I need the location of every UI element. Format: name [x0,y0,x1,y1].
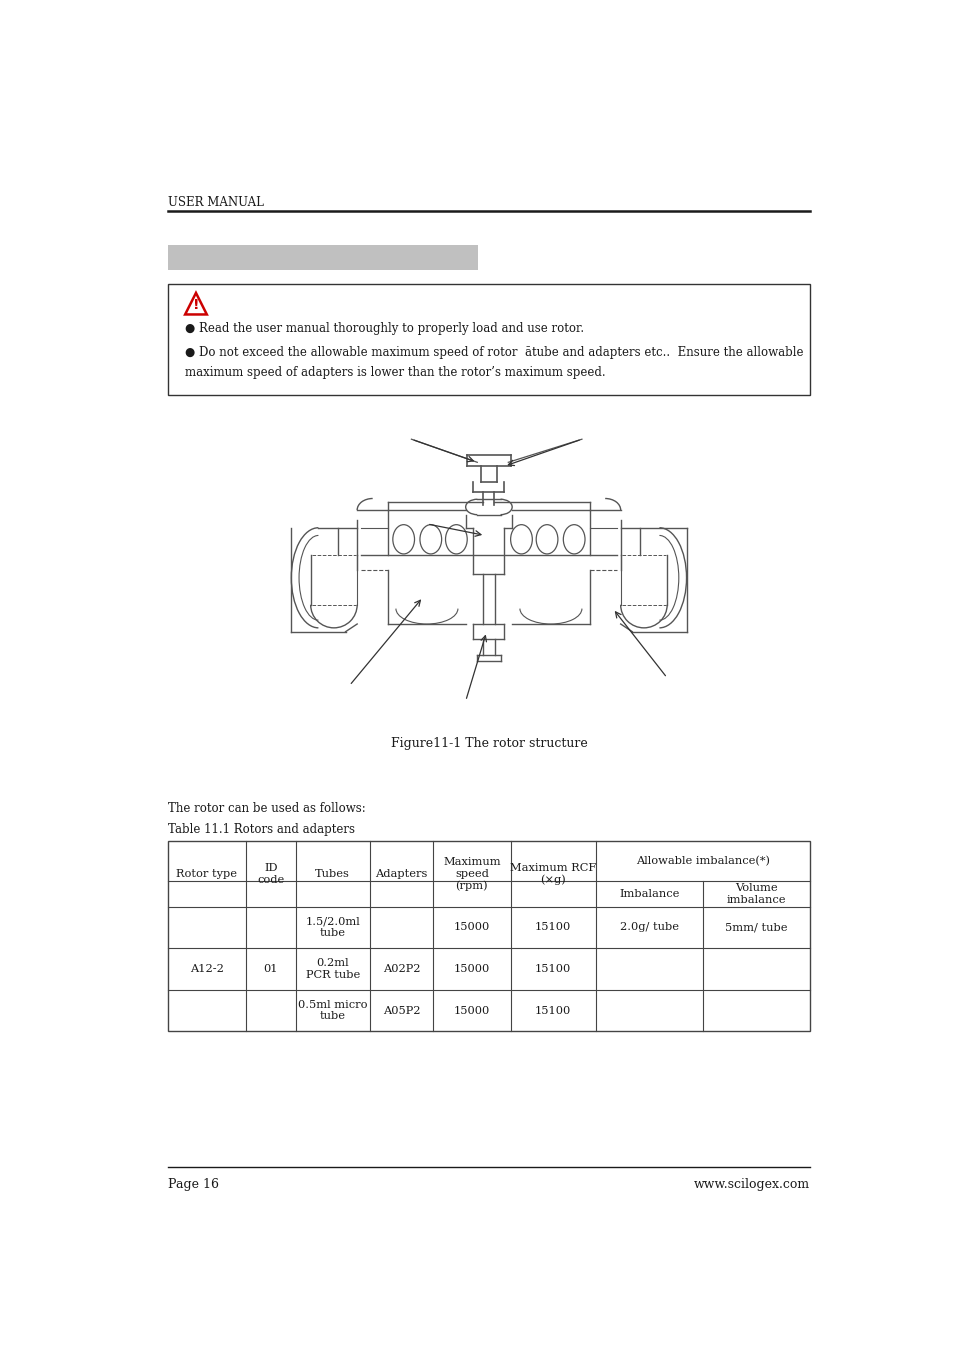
Text: Maximum
speed
(rpm): Maximum speed (rpm) [442,857,500,891]
Text: 15100: 15100 [535,922,571,933]
Text: Adapters: Adapters [375,869,427,879]
Text: 01: 01 [263,964,277,973]
Text: !: ! [193,298,199,312]
Text: 5mm/ tube: 5mm/ tube [724,922,787,933]
Bar [168,841,809,1031]
Text: Figure11-1 The rotor structure: Figure11-1 The rotor structure [390,737,587,749]
Text: Page 16: Page 16 [168,1179,219,1191]
Text: Volume
imbalance: Volume imbalance [726,883,785,905]
Text: 15000: 15000 [454,1006,490,1015]
Text: 15000: 15000 [454,922,490,933]
Text: Maximum RCF
(×g): Maximum RCF (×g) [510,863,596,886]
Text: A05P2: A05P2 [382,1006,419,1015]
Text: USER MANUAL: USER MANUAL [168,196,264,208]
Text: Table 11.1 Rotors and adapters: Table 11.1 Rotors and adapters [168,824,355,836]
Text: ● Read the user manual thoroughly to properly load and use rotor.: ● Read the user manual thoroughly to pro… [185,321,583,335]
Text: ● Do not exceed the allowable maximum speed of rotor  ātube and adapters etc..  : ● Do not exceed the allowable maximum sp… [185,347,802,359]
Text: ID
code: ID code [257,863,284,884]
Text: Rotor type: Rotor type [176,869,237,879]
Text: 1.5/2.0ml
tube: 1.5/2.0ml tube [305,917,360,938]
Polygon shape [185,293,207,315]
Text: Allowable imbalance(*): Allowable imbalance(*) [635,856,769,867]
Text: A12-2: A12-2 [190,964,224,973]
Text: 15100: 15100 [535,1006,571,1015]
Text: 2.0g/ tube: 2.0g/ tube [619,922,679,933]
Text: Tubes: Tubes [315,869,350,879]
Text: The rotor can be used as follows:: The rotor can be used as follows: [168,802,365,815]
Text: www.scilogex.com: www.scilogex.com [693,1179,809,1191]
Text: 0.5ml micro
tube: 0.5ml micro tube [297,1000,367,1022]
Bar [168,246,477,270]
Text: Imbalance: Imbalance [618,888,679,899]
Text: maximum speed of adapters is lower than the rotor’s maximum speed.: maximum speed of adapters is lower than … [185,366,605,379]
Text: 15100: 15100 [535,964,571,973]
Text: A02P2: A02P2 [382,964,419,973]
Bar [168,284,809,396]
Text: 0.2ml
PCR tube: 0.2ml PCR tube [305,958,359,980]
Text: 15000: 15000 [454,964,490,973]
